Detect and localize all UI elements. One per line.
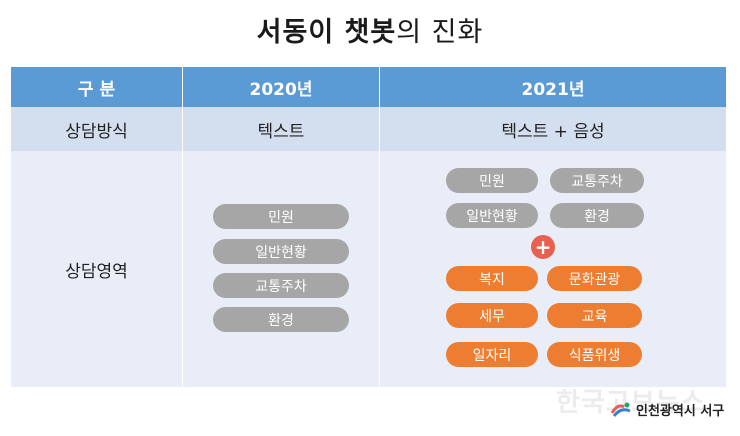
watermark: 한국고보뉴스 <box>556 388 706 418</box>
method-label: 상담방식 <box>11 107 182 151</box>
method-2021: 텍스트 + 음성 <box>380 107 726 151</box>
pill-2021-food-hygiene: 식품위생 <box>547 342 642 367</box>
header-2020: 2020년 <box>183 67 379 107</box>
comparison-table: 구 분 2020년 2021년 상담방식 텍스트 텍스트 + 음성 상담영역 민… <box>11 67 726 387</box>
header-2021: 2021년 <box>380 67 726 107</box>
pill-2021-education: 교육 <box>547 303 642 328</box>
area-2020-cell: 민원 일반현황 교통주차 환경 <box>183 151 379 387</box>
area-label: 상담영역 <box>11 151 182 387</box>
district-logo: 인천광역시 서구 <box>610 400 724 419</box>
title-normal: 의 진화 <box>396 17 484 48</box>
pill-2020-general: 일반현황 <box>213 239 349 264</box>
title-bold: 서동이 챗봇 <box>256 17 397 48</box>
plus-icon: + <box>531 235 555 259</box>
pill-2021-general: 일반현황 <box>446 203 538 228</box>
area-2021-cell: 민원 교통주차 일반현황 환경 + 복지 문화관광 세무 교육 일자리 식품위생 <box>380 151 726 387</box>
pill-2021-tax: 세무 <box>446 303 538 328</box>
pill-2021-jobs: 일자리 <box>446 342 538 367</box>
pill-2021-environment: 환경 <box>550 203 644 228</box>
logo-text: 인천광역시 서구 <box>636 404 725 419</box>
pill-2020-environment: 환경 <box>213 307 349 332</box>
pill-2021-civil: 민원 <box>446 168 538 193</box>
page-title: 서동이 챗봇의 진화 <box>0 10 740 49</box>
district-emblem-icon <box>610 401 632 419</box>
pill-2021-culture-tourism: 문화관광 <box>547 266 642 291</box>
pill-2021-welfare: 복지 <box>446 266 538 291</box>
pill-2020-civil: 민원 <box>213 204 349 229</box>
pill-2021-traffic: 교통주차 <box>550 168 644 193</box>
header-category: 구 분 <box>11 67 182 107</box>
pill-2020-traffic: 교통주차 <box>213 273 349 298</box>
method-2020: 텍스트 <box>183 107 379 151</box>
